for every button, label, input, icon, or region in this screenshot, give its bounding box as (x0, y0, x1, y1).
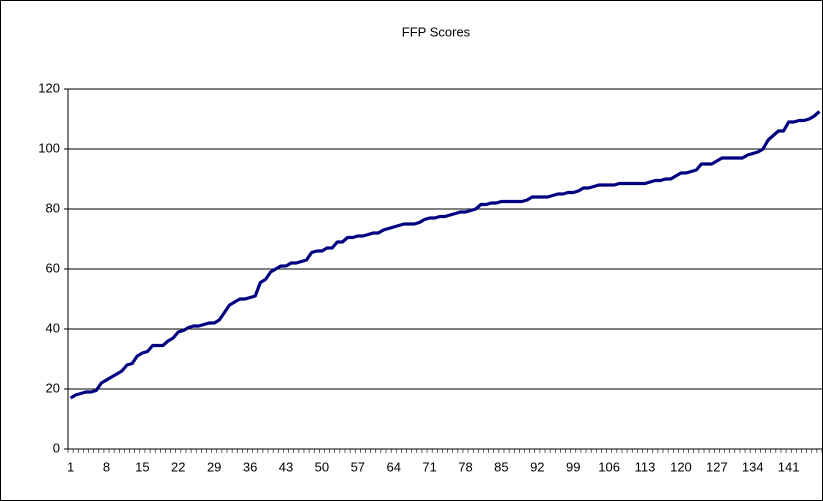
y-tick-label: 60 (46, 260, 60, 275)
x-tick-label: 1 (67, 459, 74, 474)
y-tick-label: 20 (46, 380, 60, 395)
x-tick-label: 127 (706, 459, 728, 474)
x-tick-label: 29 (207, 459, 221, 474)
x-tick-label: 36 (243, 459, 257, 474)
x-tick-label: 141 (778, 459, 800, 474)
x-tick-label: 99 (566, 459, 580, 474)
y-tick-label: 100 (38, 140, 60, 155)
x-tick-label: 106 (598, 459, 620, 474)
x-tick-label: 71 (422, 459, 436, 474)
line-series (69, 110, 821, 400)
x-tick-label: 113 (635, 459, 656, 474)
x-tick-label: 50 (315, 459, 329, 474)
x-tick-label: 15 (135, 459, 149, 474)
x-tick-label: 8 (103, 459, 110, 474)
x-tick-label: 22 (171, 459, 185, 474)
x-tick-label: 134 (742, 459, 764, 474)
x-tick-label: 78 (458, 459, 472, 474)
x-tick-label: 64 (386, 459, 400, 474)
x-tick-label: 85 (494, 459, 508, 474)
y-tick-label: 0 (53, 440, 60, 455)
x-tick-label: 120 (670, 459, 692, 474)
x-tick-label: 43 (279, 459, 293, 474)
x-tick-label: 57 (351, 459, 365, 474)
y-tick-label: 40 (46, 320, 60, 335)
chart-title: FFP Scores (402, 24, 471, 39)
x-tick-label: 92 (530, 459, 544, 474)
y-tick-label: 80 (46, 200, 60, 215)
y-tick-label: 120 (38, 80, 60, 95)
